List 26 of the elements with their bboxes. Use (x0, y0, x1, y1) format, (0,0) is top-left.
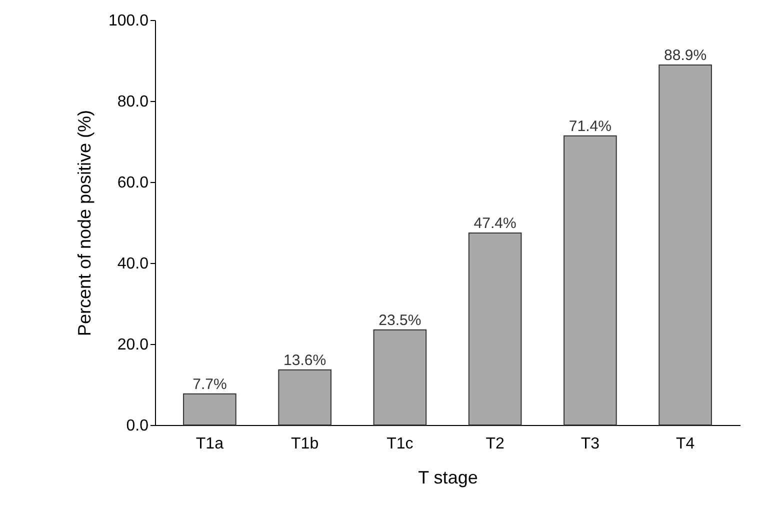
y-tick-label: 80.0 (117, 94, 149, 110)
data-label: 71.4% (568, 118, 612, 135)
x-tick-label: T1b (291, 436, 319, 452)
data-label: 23.5% (378, 312, 422, 329)
y-tick-label: 40.0 (117, 256, 149, 272)
data-label: 13.6% (284, 352, 326, 369)
data-label: 88.9% (664, 46, 707, 64)
x-tick-label: T3 (580, 436, 600, 452)
bar (658, 64, 712, 426)
x-tick-label: T4 (676, 436, 695, 452)
y-tick-label: 100.0 (108, 12, 149, 30)
x-axis-title: T stage (418, 468, 478, 488)
data-label: 47.4% (474, 215, 516, 232)
data-label: 7.7% (192, 376, 227, 393)
x-tick-label: T2 (486, 436, 504, 452)
bar (468, 232, 522, 426)
y-tick-label: 20.0 (117, 336, 149, 354)
bar (564, 135, 617, 426)
bar (183, 393, 236, 426)
y-tick-label: 60.0 (117, 174, 149, 192)
bar (373, 329, 427, 426)
y-tick-label: 0.0 (126, 418, 149, 434)
x-tick-label: T1c (386, 436, 414, 452)
bar (278, 369, 332, 426)
x-tick-label: T1a (196, 436, 224, 452)
y-axis-title: Percent of node positive (%) (74, 110, 94, 336)
